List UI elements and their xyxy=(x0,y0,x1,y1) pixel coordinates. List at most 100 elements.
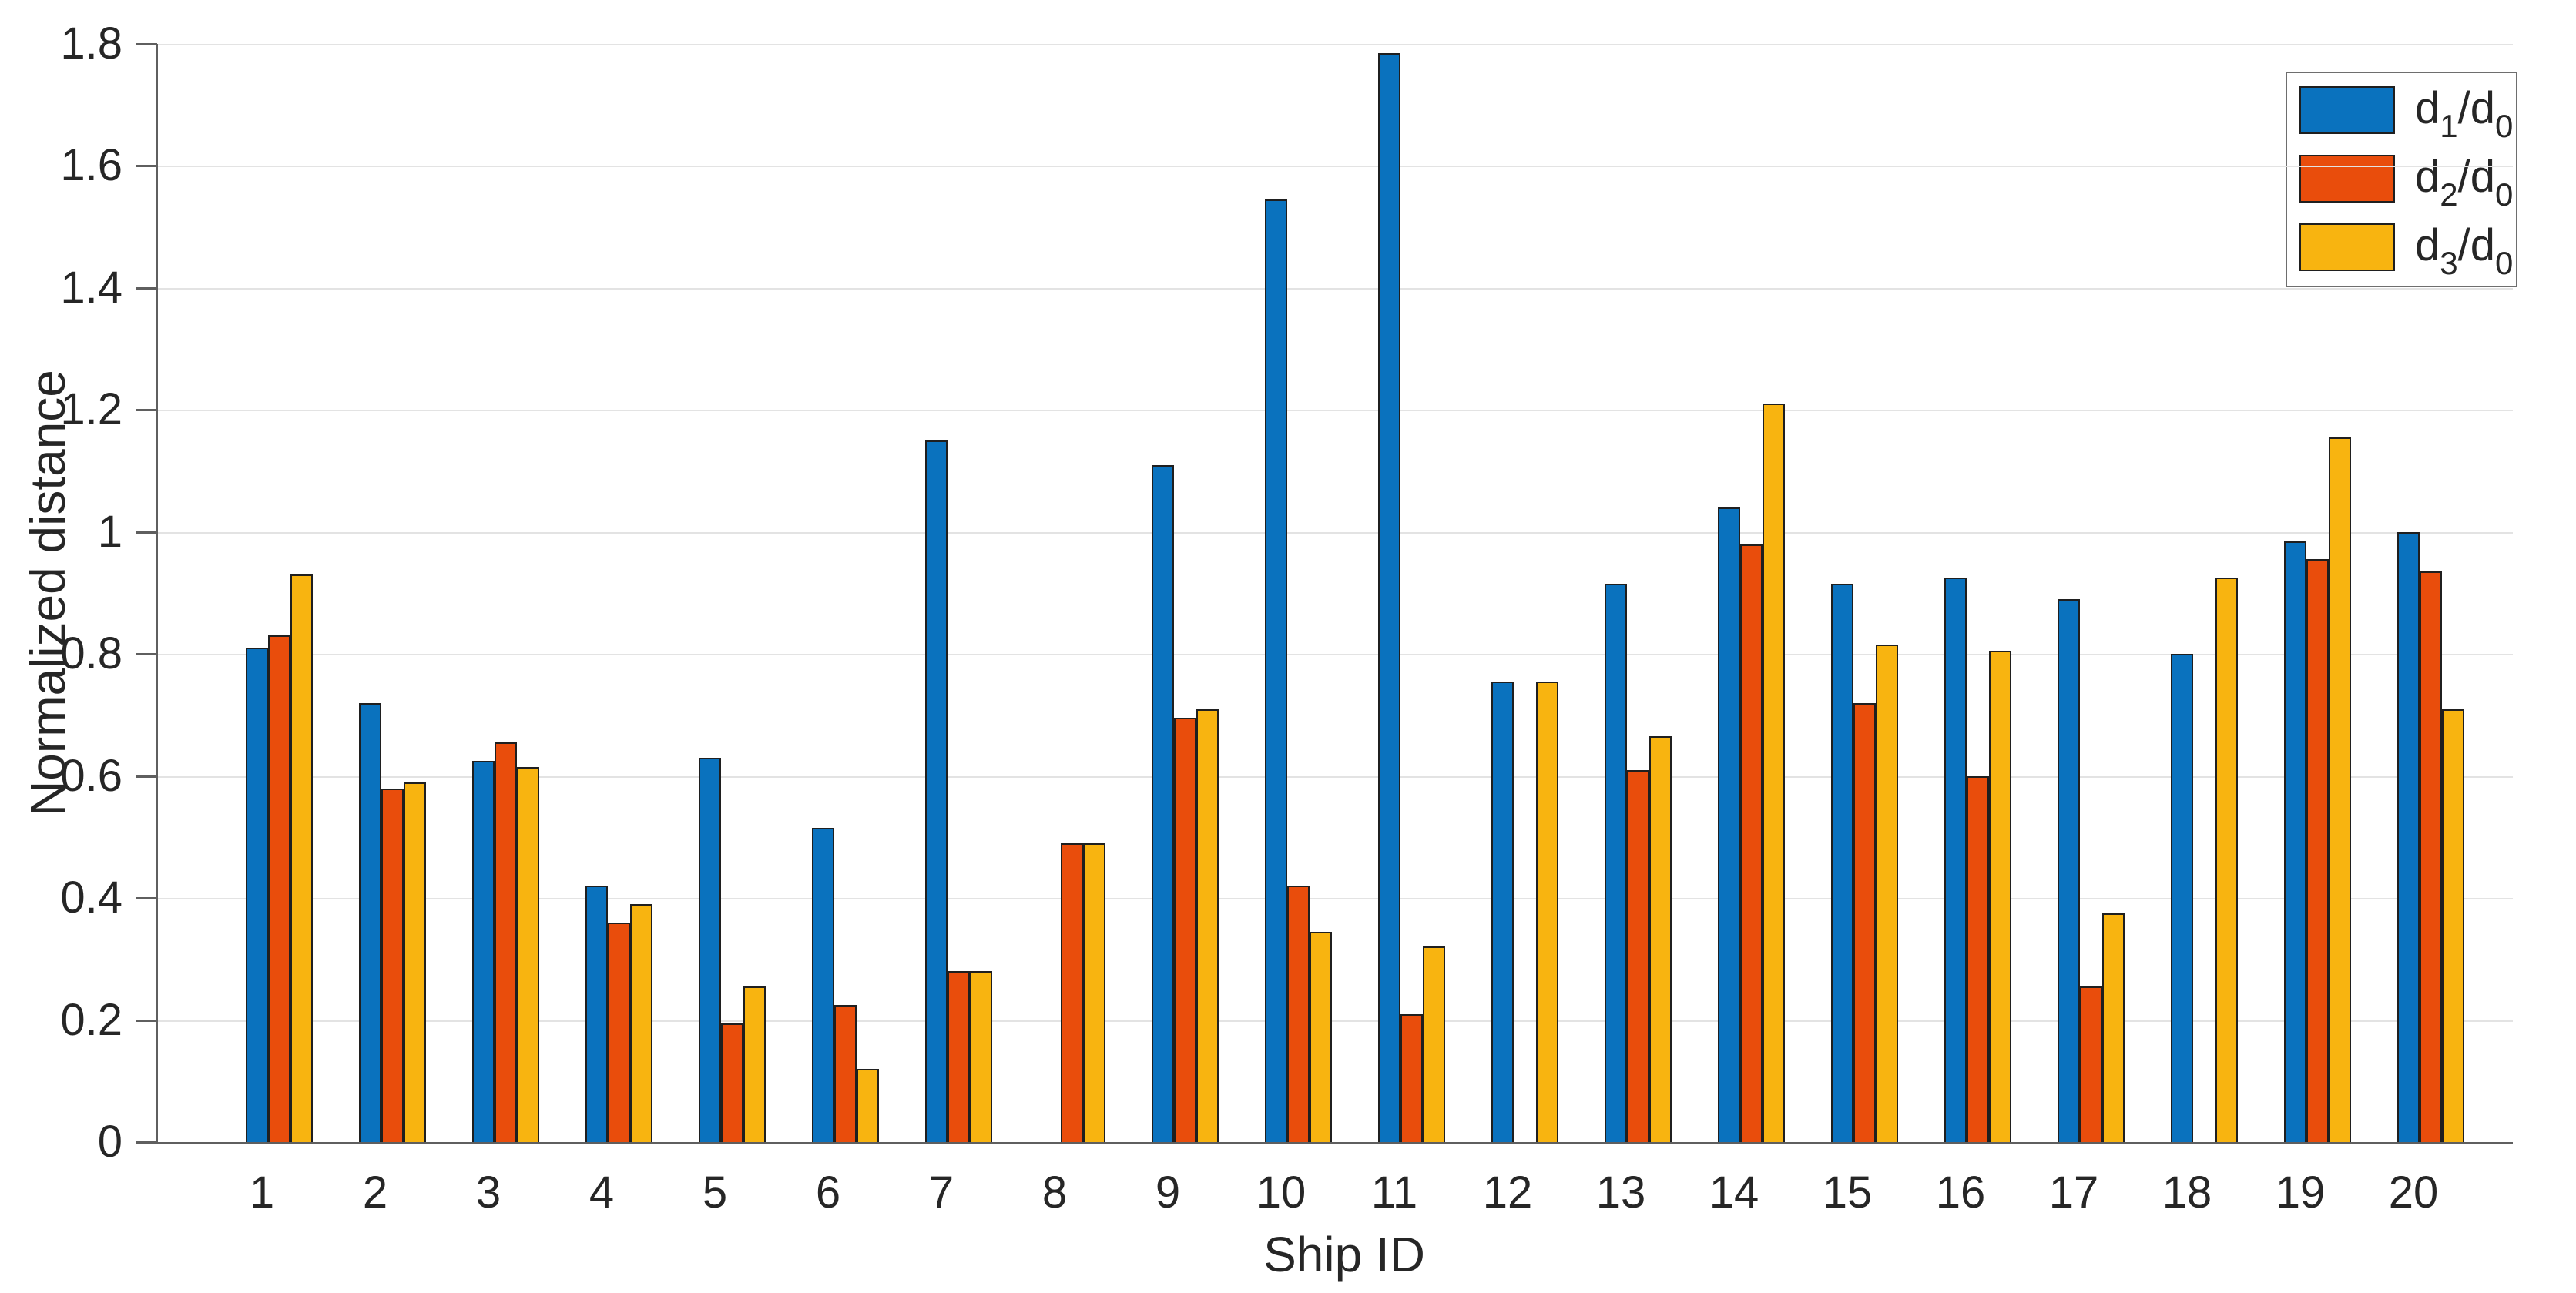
legend-swatch-d2/d0 xyxy=(2299,155,2395,203)
x-tick-label-7: 7 xyxy=(928,1167,954,1218)
y-tick-mark xyxy=(136,287,157,290)
bar-ship3-d3 xyxy=(517,767,539,1142)
y-tick-label: 1.6 xyxy=(60,140,122,190)
bar-ship15-d3 xyxy=(1876,645,1898,1142)
bar-ship4-d2 xyxy=(608,923,630,1142)
y-tick-mark xyxy=(136,165,157,167)
x-tick-label-9: 9 xyxy=(1155,1167,1181,1218)
bar-ship4-d1 xyxy=(585,886,608,1142)
bar-ship7-d1 xyxy=(925,440,948,1142)
x-tick-label-2: 2 xyxy=(362,1167,388,1218)
bar-ship19-d2 xyxy=(2306,559,2329,1142)
bar-ship3-d2 xyxy=(495,742,517,1142)
bar-ship12-d1 xyxy=(1491,682,1514,1142)
x-tick-label-11: 11 xyxy=(1370,1167,1418,1218)
x-tick-label-5: 5 xyxy=(702,1167,728,1218)
bar-ship9-d2 xyxy=(1174,718,1196,1142)
x-axis-spine xyxy=(156,1142,2513,1144)
bar-ship1-d3 xyxy=(290,574,313,1142)
bar-ship17-d3 xyxy=(2102,913,2125,1142)
bar-ship2-d1 xyxy=(359,703,381,1142)
x-tick-label-1: 1 xyxy=(249,1167,275,1218)
y-tick-mark xyxy=(136,1020,157,1022)
y-tick-label: 0.6 xyxy=(60,751,122,801)
y-tick-label: 1 xyxy=(97,507,122,557)
y-gridline xyxy=(158,44,2513,45)
x-tick-label-20: 20 xyxy=(2388,1167,2439,1218)
y-tick-label: 0.4 xyxy=(60,873,122,923)
y-gridline xyxy=(158,898,2513,899)
bar-ship20-d1 xyxy=(2397,532,2420,1142)
y-gridline xyxy=(158,654,2513,655)
bar-ship2-d3 xyxy=(404,782,426,1142)
x-tick-label-12: 12 xyxy=(1482,1167,1533,1218)
y-tick-mark xyxy=(136,531,157,534)
y-tick-mark xyxy=(136,775,157,778)
bar-ship3-d1 xyxy=(472,761,495,1142)
bar-ship19-d3 xyxy=(2329,437,2351,1142)
bar-ship8-d3 xyxy=(1083,843,1105,1142)
x-tick-label-14: 14 xyxy=(1709,1167,1759,1218)
bar-ship20-d2 xyxy=(2420,571,2442,1142)
bar-ship10-d3 xyxy=(1310,932,1332,1142)
x-tick-label-18: 18 xyxy=(2162,1167,2212,1218)
legend-swatch-d1/d0 xyxy=(2299,86,2395,134)
legend-entry-d3/d0: d3/d0 xyxy=(2299,219,2514,281)
x-tick-label-19: 19 xyxy=(2275,1167,2326,1218)
bar-ship6-d2 xyxy=(834,1005,857,1142)
y-tick-mark xyxy=(136,1141,157,1144)
bar-ship9-d3 xyxy=(1196,709,1219,1142)
x-tick-label-10: 10 xyxy=(1256,1167,1306,1218)
bar-ship19-d1 xyxy=(2284,541,2306,1142)
bar-ship17-d1 xyxy=(2058,599,2080,1142)
y-tick-mark xyxy=(136,653,157,655)
bar-ship14-d1 xyxy=(1718,507,1740,1142)
y-gridline xyxy=(158,166,2513,167)
bar-ship13-d1 xyxy=(1605,584,1627,1142)
bar-ship1-d2 xyxy=(268,635,290,1142)
x-tick-label-3: 3 xyxy=(475,1167,501,1218)
y-tick-label: 1.8 xyxy=(60,18,122,69)
bar-ship10-d2 xyxy=(1287,886,1310,1142)
y-tick-label: 1.2 xyxy=(60,384,122,434)
y-axis-spine xyxy=(156,44,158,1144)
y-gridline xyxy=(158,410,2513,411)
bar-ship16-d2 xyxy=(1967,776,1989,1142)
bar-ship15-d2 xyxy=(1853,703,1876,1142)
y-gridline xyxy=(158,776,2513,778)
bar-ship16-d3 xyxy=(1989,651,2011,1142)
legend-label-d2/d0: d2/d0 xyxy=(2415,151,2514,213)
x-tick-label-17: 17 xyxy=(2048,1167,2099,1218)
legend-label-d3/d0: d3/d0 xyxy=(2415,219,2514,281)
y-gridline xyxy=(158,1020,2513,1022)
y-tick-mark xyxy=(136,409,157,411)
x-tick-label-8: 8 xyxy=(1041,1167,1068,1218)
legend-entry-d1/d0: d1/d0 xyxy=(2299,82,2514,144)
bar-ship9-d1 xyxy=(1152,465,1174,1142)
y-axis-title: Normalized distance xyxy=(20,370,75,816)
bar-ship13-d2 xyxy=(1627,770,1649,1142)
bar-ship5-d3 xyxy=(743,986,766,1142)
y-gridline xyxy=(158,288,2513,290)
bar-ship15-d1 xyxy=(1831,584,1853,1142)
bar-ship6-d1 xyxy=(812,828,834,1142)
bar-ship14-d2 xyxy=(1740,544,1763,1142)
bar-ship16-d1 xyxy=(1944,578,1967,1142)
legend-label-d1/d0: d1/d0 xyxy=(2415,82,2514,144)
bar-ship6-d3 xyxy=(857,1069,879,1142)
x-tick-label-13: 13 xyxy=(1595,1167,1646,1218)
bar-ship14-d3 xyxy=(1763,404,1785,1142)
x-tick-label-15: 15 xyxy=(1822,1167,1873,1218)
bar-ship4-d3 xyxy=(630,904,652,1142)
x-tick-label-6: 6 xyxy=(815,1167,841,1218)
y-tick-label: 1.4 xyxy=(60,263,122,313)
legend-swatch-d3/d0 xyxy=(2299,223,2395,271)
bar-ship11-d2 xyxy=(1400,1014,1423,1142)
bar-ship8-d2 xyxy=(1061,843,1083,1142)
bar-ship18-d3 xyxy=(2215,578,2238,1142)
x-tick-label-4: 4 xyxy=(589,1167,615,1218)
bar-ship18-d1 xyxy=(2171,654,2193,1142)
bar-ship11-d1 xyxy=(1378,53,1400,1142)
bar-ship7-d3 xyxy=(970,971,992,1142)
